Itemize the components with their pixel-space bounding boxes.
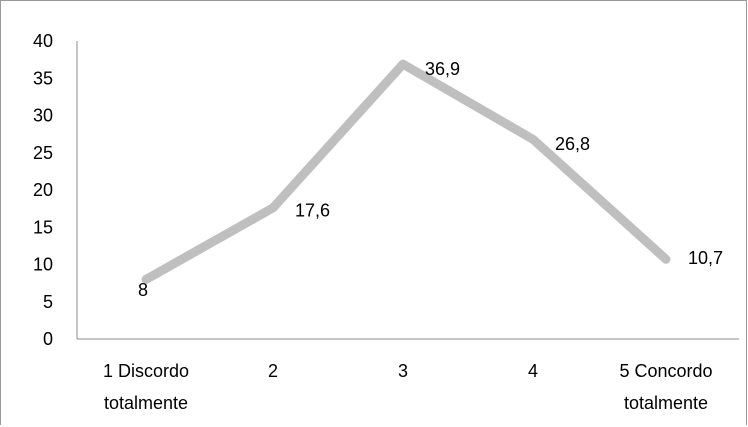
x-tick-label: 1 Discordo totalmente — [103, 361, 189, 413]
y-tick-label: 0 — [43, 329, 53, 349]
y-tick-label: 25 — [33, 143, 53, 163]
y-axis-ticks: 0 5 10 15 20 25 30 35 40 — [33, 31, 53, 349]
x-tick-label: 4 — [528, 361, 538, 381]
data-label: 26,8 — [555, 134, 590, 154]
y-tick-label: 30 — [33, 106, 53, 126]
data-labels: 8 17,6 36,9 26,8 10,7 — [138, 59, 723, 300]
y-tick-label: 40 — [33, 31, 53, 51]
x-axis-ticks: 1 Discordo totalmente 2 3 4 5 Concordo totalme… — [103, 361, 713, 413]
y-tick-label: 35 — [33, 68, 53, 88]
data-label: 10,7 — [688, 248, 723, 268]
y-tick-label: 15 — [33, 217, 53, 237]
series-group — [141, 59, 671, 284]
y-tick-label: 10 — [33, 255, 53, 275]
x-tick-label: 5 Concordo totalmente — [619, 361, 712, 413]
series-line — [141, 59, 671, 284]
data-label: 17,6 — [295, 201, 330, 221]
data-label: 8 — [138, 280, 148, 300]
x-tick-label: 3 — [398, 361, 408, 381]
y-tick-label: 5 — [43, 292, 53, 312]
x-tick-label: 2 — [268, 361, 278, 381]
y-tick-label: 20 — [33, 180, 53, 200]
data-label: 36,9 — [425, 59, 460, 79]
